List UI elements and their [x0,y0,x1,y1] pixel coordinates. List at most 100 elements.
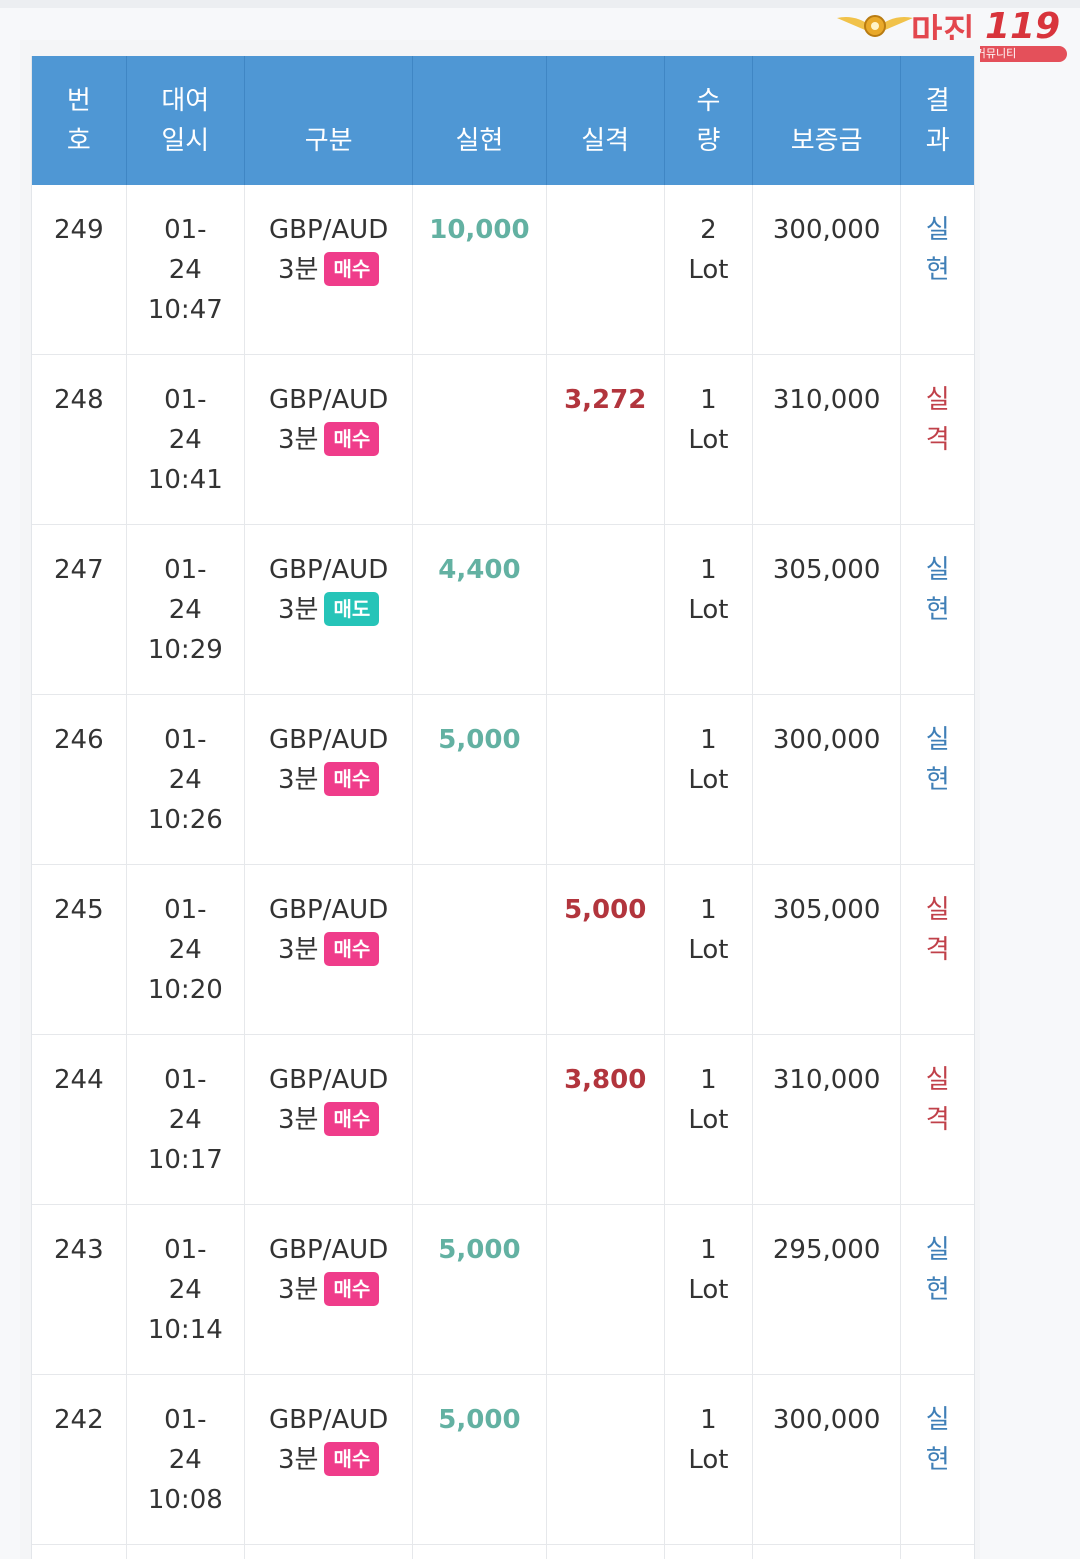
row-number: 246 [54,725,104,755]
cell-liquidated: 5,000 [546,864,665,1035]
cell-empty [546,1544,665,1559]
row-number: 244 [54,1065,104,1095]
table-row[interactable]: 248 01- 24 10:41 GBP/AUD 3분 매수 3,272 1 Lot 310,000… [32,354,974,525]
period-label: 3분 [277,1275,319,1305]
cell-number: 245 [32,864,127,1035]
rental-date1: 01- [164,1235,207,1265]
result-label-1: 실 [925,1065,950,1095]
cell-category: GBP/AUD 3분 매수 [244,694,414,865]
cell-empty [32,1544,127,1559]
period-label: 3분 [277,1445,319,1475]
liquidated-amount: 3,800 [564,1065,647,1095]
deposit-amount: 300,000 [772,215,881,245]
cell-rental-time: 01- 24 10:29 [126,524,245,695]
trade-history-table-container: 번 호 대여 일시 구분 실현 실격 수 량 보증금 결 과 249 01- 24 10:47 GBP/AUD… [31,56,975,1559]
cell-rental-time: 01- 24 10:26 [126,694,245,865]
wings-emblem-icon [837,15,913,37]
result-label-2: 현 [925,1275,950,1305]
result-label-2: 격 [925,935,950,965]
realized-amount: 5,000 [438,725,521,755]
cell-empty [244,1544,414,1559]
result-label-1: 실 [925,215,950,245]
table-row[interactable]: 247 01- 24 10:29 GBP/AUD 3분 매도 4,400 1 Lot 305,000… [32,524,974,695]
cell-quantity: 1 Lot [664,354,753,525]
liquidated-amount: 3,272 [564,385,647,415]
rental-time: 10:26 [147,805,223,835]
realized-amount: 5,000 [438,1405,521,1435]
header-label: 대여 일시 [127,81,244,161]
cell-liquidated [546,1374,665,1545]
cell-deposit: 300,000 [752,694,902,865]
cell-realized: 10,000 [412,185,547,355]
cell-realized [412,354,547,525]
header-label: 실격 [547,81,664,161]
currency-pair: GBP/AUD [268,555,389,585]
period-label: 3분 [277,595,319,625]
cell-category: GBP/AUD 3분 매수 [244,354,414,525]
cell-deposit: 305,000 [752,864,902,1035]
cell-quantity: 1 Lot [664,1374,753,1545]
table-row[interactable]: 244 01- 24 10:17 GBP/AUD 3분 매수 3,800 1 Lot 310,000… [32,1034,974,1205]
cell-liquidated [546,185,665,355]
table-row[interactable]: 245 01- 24 10:20 GBP/AUD 3분 매수 5,000 1 Lot 305,000… [32,864,974,1035]
result-label-1: 실 [925,385,950,415]
table-body: 249 01- 24 10:47 GBP/AUD 3분 매수 10,000 2 Lot 300,00… [32,185,974,1559]
result-label-1: 실 [925,1235,950,1265]
result-label-2: 현 [925,595,950,625]
cell-number: 246 [32,694,127,865]
quantity-value: 1 [700,1065,717,1095]
quantity-unit: Lot [688,1275,729,1305]
buy-badge: 매수 [324,1441,380,1476]
cell-rental-time: 01- 24 10:14 [126,1204,245,1375]
cell-realized: 5,000 [412,694,547,865]
rental-date2: 24 [168,255,202,285]
deposit-amount: 310,000 [772,1065,881,1095]
deposit-amount: 295,000 [772,1235,881,1265]
cell-liquidated: 3,272 [546,354,665,525]
quantity-unit: Lot [688,255,729,285]
rental-date2: 24 [168,1445,202,1475]
row-number: 243 [54,1235,104,1265]
rental-date1: 01- [164,385,207,415]
deposit-amount: 300,000 [772,1405,881,1435]
deposit-amount: 310,000 [772,385,881,415]
cell-category: GBP/AUD 3분 매수 [244,1204,414,1375]
liquidated-amount: 5,000 [564,895,647,925]
header-label-line1: 대여 [161,85,210,116]
table-row[interactable]: 249 01- 24 10:47 GBP/AUD 3분 매수 10,000 2 Lot 300,00… [32,185,974,355]
cell-empty [752,1544,902,1559]
period-label: 3분 [277,255,319,285]
period-label: 3분 [277,1105,319,1135]
result-label-1: 실 [925,725,950,755]
result-label-2: 현 [925,255,950,285]
cell-deposit: 310,000 [752,1034,902,1205]
deposit-amount: 300,000 [772,725,881,755]
quantity-value: 1 [700,555,717,585]
rental-date2: 24 [168,1275,202,1305]
table-row[interactable]: 246 01- 24 10:26 GBP/AUD 3분 매수 5,000 1 Lot 300,000… [32,694,974,865]
buy-badge: 매수 [324,251,380,286]
cell-liquidated: 3,800 [546,1034,665,1205]
cell-rental-time: 01- 24 10:17 [126,1034,245,1205]
deposit-amount: 305,000 [772,895,881,925]
header-category: 구분 [244,56,414,185]
cell-liquidated [546,524,665,695]
cell-number: 248 [32,354,127,525]
header-label-line1: 수 [696,85,721,116]
header-label-line2: 보증금 [790,125,863,156]
rental-time: 10:29 [147,635,223,665]
table-row[interactable]: 243 01- 24 10:14 GBP/AUD 3분 매수 5,000 1 Lot 295,000… [32,1204,974,1375]
table-row[interactable]: 242 01- 24 10:08 GBP/AUD 3분 매수 5,000 1 Lot 300,000… [32,1374,974,1545]
period-label: 3분 [277,765,319,795]
realized-amount: 5,000 [438,1235,521,1265]
currency-pair: GBP/AUD [268,725,389,755]
row-number: 248 [54,385,104,415]
cell-number: 243 [32,1204,127,1375]
